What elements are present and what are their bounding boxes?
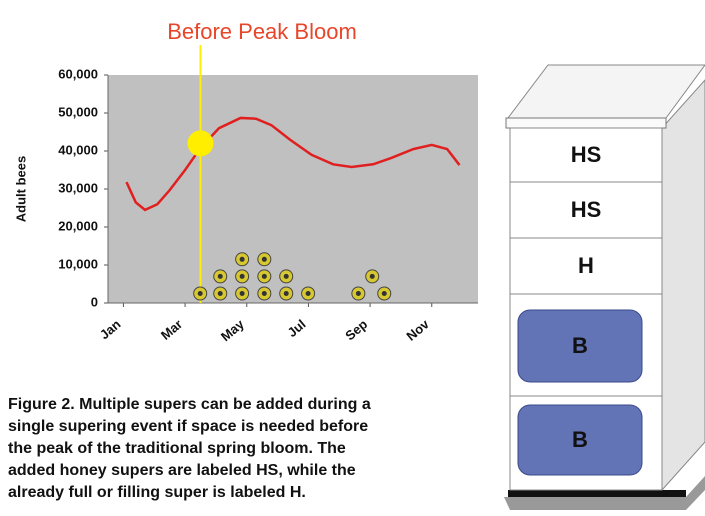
- super-event-center: [370, 274, 375, 279]
- super-event-center: [262, 274, 267, 279]
- y-tick-label: 40,000: [58, 142, 98, 157]
- highlight-dot: [188, 130, 214, 156]
- x-tick-label: May: [218, 316, 248, 344]
- x-tick-label: Jan: [97, 316, 124, 342]
- super-event-center: [240, 274, 245, 279]
- y-axis-label: Adult bees: [13, 156, 28, 222]
- super-event-center: [284, 291, 289, 296]
- caption-line: single supering event if space is needed…: [8, 418, 368, 435]
- hive-lid: [506, 118, 666, 128]
- y-tick-label: 10,000: [58, 256, 98, 271]
- page: Before Peak Bloom Adult bees HS HS H B B…: [0, 0, 705, 516]
- super-event-center: [382, 291, 387, 296]
- x-tick-label: Jul: [285, 316, 309, 340]
- y-tick-label: 0: [91, 294, 98, 309]
- super-event-center: [198, 291, 203, 296]
- x-tick-label: Mar: [158, 316, 185, 342]
- box-label: HS: [571, 142, 602, 167]
- x-tick-label: Sep: [342, 316, 370, 343]
- super-event-center: [218, 274, 223, 279]
- y-tick-label: 30,000: [58, 180, 98, 195]
- caption-line: the peak of the traditional spring bloom…: [8, 440, 346, 457]
- hive-side: [662, 80, 705, 490]
- box-label: B: [572, 427, 588, 452]
- box-label: H: [578, 253, 594, 278]
- super-event-center: [240, 257, 245, 262]
- y-tick-label: 60,000: [58, 66, 98, 81]
- super-event-center: [356, 291, 361, 296]
- chart-title: Before Peak Bloom: [167, 19, 357, 44]
- super-event-center: [262, 257, 267, 262]
- plot-area: [108, 75, 478, 303]
- super-event-center: [262, 291, 267, 296]
- y-tick-label: 20,000: [58, 218, 98, 233]
- x-tick-label: Nov: [403, 316, 432, 344]
- super-event-center: [240, 291, 245, 296]
- hive-base: [508, 490, 686, 497]
- caption-line: added honey supers are labeled HS, while…: [8, 462, 356, 479]
- super-event-center: [218, 291, 223, 296]
- box-label: B: [572, 333, 588, 358]
- caption-line: Figure 2. Multiple supers can be added d…: [8, 396, 371, 413]
- hive-roof: [508, 65, 705, 118]
- super-event-center: [284, 274, 289, 279]
- box-label: HS: [571, 197, 602, 222]
- hive: HS HS H B B: [504, 65, 705, 510]
- super-event-center: [306, 291, 311, 296]
- caption-line: already full or filling super is labeled…: [8, 484, 306, 501]
- y-tick-label: 50,000: [58, 104, 98, 119]
